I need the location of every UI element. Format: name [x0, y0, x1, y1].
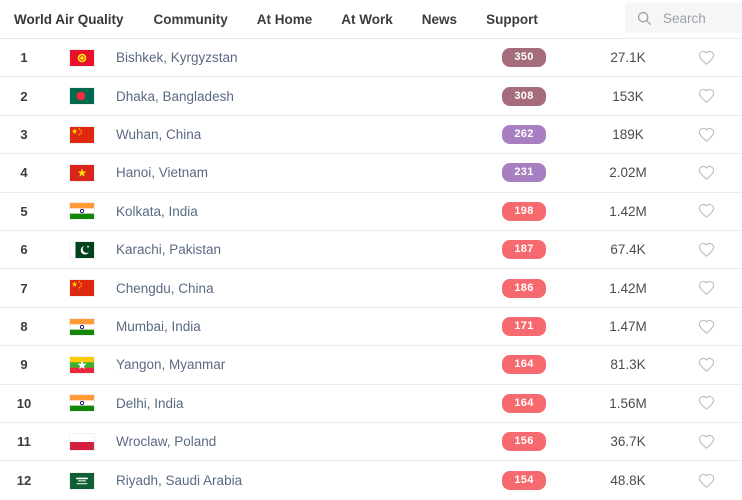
aqi-badge: 164 [502, 393, 546, 413]
follower-count: 189K [612, 127, 644, 143]
heart-icon[interactable] [698, 88, 715, 104]
city-ranking-row[interactable]: 11 Wroclaw, Poland 156 36.7K [0, 423, 742, 462]
city-ranking-list: 1 Bishkek, Kyrgyzstan 350 27.1K 2 Dhaka,… [0, 39, 742, 500]
aqi-badge: 171 [502, 317, 546, 337]
flag-china-icon [48, 280, 116, 297]
follower-count: 2.02M [609, 165, 647, 181]
heart-icon[interactable] [698, 165, 715, 181]
aqi-badge: 154 [502, 471, 546, 491]
follower-count: 1.42M [609, 203, 647, 219]
nav-item-support[interactable]: Support [486, 11, 538, 27]
heart-icon[interactable] [698, 242, 715, 258]
flag-kyrgyzstan-icon [48, 49, 116, 66]
aqi-badge: 198 [502, 201, 546, 221]
city-ranking-row[interactable]: 5 Kolkata, India 198 1.42M [0, 193, 742, 232]
heart-icon[interactable] [698, 395, 715, 411]
city-ranking-row[interactable]: 6 Karachi, Pakistan 187 67.4K [0, 231, 742, 270]
flag-india-icon [48, 395, 116, 412]
flag-myanmar-icon [48, 356, 116, 373]
city-name[interactable]: Wuhan, China [116, 127, 202, 143]
nav-item-community[interactable]: Community [153, 11, 228, 27]
city-name[interactable]: Mumbai, India [116, 319, 201, 335]
heart-icon[interactable] [698, 357, 715, 373]
aqi-badge: 308 [502, 86, 546, 106]
heart-icon[interactable] [698, 203, 715, 219]
follower-count: 48.8K [610, 473, 646, 489]
aqi-badge: 231 [502, 163, 546, 183]
aqi-badge: 350 [502, 48, 546, 68]
aqi-badge: 156 [502, 432, 546, 452]
search-input[interactable] [661, 9, 737, 27]
search-icon [637, 11, 651, 25]
flag-pakistan-icon [48, 241, 116, 258]
city-name[interactable]: Bishkek, Kyrgyzstan [116, 50, 238, 66]
rank-number: 7 [20, 280, 28, 296]
follower-count: 36.7K [610, 434, 646, 450]
aqi-badge: 164 [502, 355, 546, 375]
rank-number: 4 [20, 165, 28, 181]
flag-poland-icon [48, 433, 116, 450]
city-ranking-row[interactable]: 10 Delhi, India 164 1.56M [0, 385, 742, 424]
main-nav: Community At Home At Work News Support [154, 12, 538, 27]
city-name[interactable]: Yangon, Myanmar [116, 357, 226, 373]
follower-count: 67.4K [610, 242, 646, 258]
rank-number: 11 [17, 434, 31, 450]
follower-count: 1.47M [609, 319, 647, 335]
city-name[interactable]: Kolkata, India [116, 203, 198, 219]
flag-india-icon [48, 318, 116, 335]
aqi-badge: 262 [502, 125, 546, 145]
follower-count: 1.42M [609, 280, 647, 296]
rank-number: 9 [20, 357, 28, 373]
city-name[interactable]: Chengdu, China [116, 280, 214, 296]
city-name[interactable]: Karachi, Pakistan [116, 242, 222, 258]
aqi-badge: 187 [502, 240, 546, 260]
rank-number: 3 [20, 127, 28, 143]
follower-count: 153K [612, 88, 644, 104]
city-ranking-row[interactable]: 9 Yangon, Myanmar 164 81.3K [0, 346, 742, 385]
city-name[interactable]: Dhaka, Bangladesh [116, 88, 234, 104]
city-ranking-row[interactable]: 12 Riyadh, Saudi Arabia 154 48.8K [0, 461, 742, 499]
heart-icon[interactable] [698, 434, 715, 450]
city-ranking-row[interactable]: 1 Bishkek, Kyrgyzstan 350 27.1K [0, 39, 742, 78]
nav-item-at-home[interactable]: At Home [256, 11, 313, 27]
city-ranking-row[interactable]: 7 Chengdu, China 186 1.42M [0, 269, 742, 308]
rank-number: 2 [20, 88, 28, 104]
flag-vietnam-icon [48, 164, 116, 181]
nav-item-news[interactable]: News [421, 11, 458, 27]
follower-count: 1.56M [609, 395, 647, 411]
flag-china-icon [48, 126, 116, 143]
heart-icon[interactable] [698, 280, 715, 296]
rank-number: 6 [20, 242, 28, 258]
city-ranking-row[interactable]: 8 Mumbai, India 171 1.47M [0, 308, 742, 347]
follower-count: 27.1K [610, 50, 646, 66]
rank-number: 1 [20, 50, 28, 66]
heart-icon[interactable] [698, 319, 715, 335]
rank-number: 12 [16, 473, 32, 489]
city-name[interactable]: Delhi, India [116, 395, 184, 411]
city-name[interactable]: Riyadh, Saudi Arabia [116, 473, 243, 489]
brand-world-air-quality[interactable]: World Air Quality [14, 11, 124, 27]
rank-number: 10 [16, 395, 32, 411]
search-box[interactable] [625, 3, 742, 33]
heart-icon[interactable] [698, 50, 715, 66]
city-name[interactable]: Wroclaw, Poland [116, 434, 217, 450]
flag-bangladesh-icon [48, 88, 116, 105]
city-name[interactable]: Hanoi, Vietnam [116, 165, 209, 181]
nav-item-at-work[interactable]: At Work [341, 11, 393, 27]
flag-india-icon [48, 203, 116, 220]
rank-number: 5 [20, 203, 28, 219]
heart-icon[interactable] [698, 127, 715, 143]
flag-saudi-arabia-icon [48, 472, 116, 489]
city-ranking-row[interactable]: 4 Hanoi, Vietnam 231 2.02M [0, 154, 742, 193]
follower-count: 81.3K [610, 357, 646, 373]
city-ranking-row[interactable]: 2 Dhaka, Bangladesh 308 153K [0, 77, 742, 116]
rank-number: 8 [20, 319, 28, 335]
top-navigation: World Air Quality Community At Home At Wor… [0, 0, 742, 39]
aqi-badge: 186 [502, 278, 546, 298]
city-ranking-row[interactable]: 3 Wuhan, China 262 189K [0, 116, 742, 155]
heart-icon[interactable] [698, 473, 715, 489]
